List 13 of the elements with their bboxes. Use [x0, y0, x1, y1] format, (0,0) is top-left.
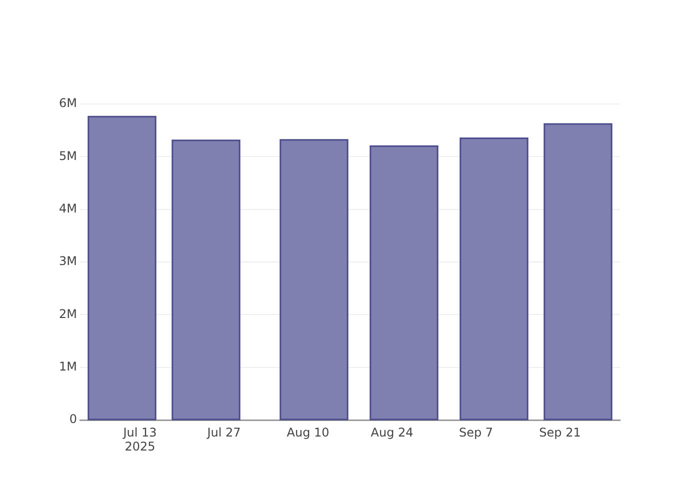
x-tick-label: Aug 24 — [370, 425, 414, 440]
y-tick-label: 3M — [59, 254, 77, 268]
y-tick-label: 6M — [59, 96, 77, 110]
y-tick-label: 5M — [59, 148, 77, 163]
y-tick-label: 2M — [59, 306, 77, 321]
y-tick-label: 0 — [69, 412, 77, 426]
y-tick-label: 4M — [59, 201, 77, 216]
x-tick-label: Aug 10 — [286, 425, 330, 440]
x-tick-label: Sep 21 — [539, 425, 581, 440]
x-tick-label: Sep 7 — [458, 425, 494, 440]
x-tick-label: Jul 27 — [206, 425, 241, 440]
x-tick-label: Jul 13 2025 — [122, 425, 157, 454]
y-tick-label: 1M — [59, 359, 77, 374]
